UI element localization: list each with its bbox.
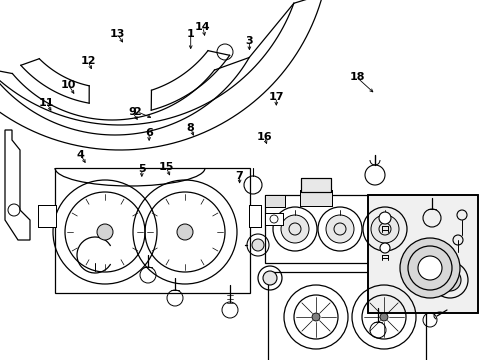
Circle shape xyxy=(378,212,390,224)
Bar xyxy=(38,205,56,227)
Circle shape xyxy=(263,271,276,285)
Polygon shape xyxy=(5,130,30,240)
Text: 17: 17 xyxy=(268,92,284,102)
Text: 5: 5 xyxy=(138,164,145,174)
Bar xyxy=(55,168,249,293)
Text: 3: 3 xyxy=(245,36,253,46)
Text: 14: 14 xyxy=(195,22,210,32)
Text: 12: 12 xyxy=(80,56,96,66)
Bar xyxy=(299,190,331,206)
Bar xyxy=(301,178,330,192)
Text: 1: 1 xyxy=(186,29,194,39)
Circle shape xyxy=(311,313,319,321)
Bar xyxy=(264,195,285,207)
Text: 10: 10 xyxy=(61,80,76,90)
Bar xyxy=(367,195,477,313)
Text: 9: 9 xyxy=(128,107,136,117)
Bar xyxy=(264,195,419,263)
Text: 18: 18 xyxy=(348,72,364,82)
Circle shape xyxy=(281,215,308,243)
Text: 6: 6 xyxy=(145,128,153,138)
Circle shape xyxy=(417,256,441,280)
Circle shape xyxy=(438,269,460,291)
Bar xyxy=(248,205,261,227)
Text: 4: 4 xyxy=(77,150,84,160)
Bar xyxy=(267,272,425,360)
Bar xyxy=(38,205,56,227)
Text: 7: 7 xyxy=(235,171,243,181)
Circle shape xyxy=(251,239,264,251)
Circle shape xyxy=(325,215,353,243)
Bar xyxy=(367,195,477,313)
Circle shape xyxy=(97,224,113,240)
Circle shape xyxy=(370,215,398,243)
Bar xyxy=(248,205,261,227)
Bar xyxy=(264,195,285,207)
Circle shape xyxy=(444,275,454,285)
Circle shape xyxy=(379,313,387,321)
Circle shape xyxy=(177,224,193,240)
Text: 16: 16 xyxy=(256,132,271,142)
Bar xyxy=(299,190,331,206)
Bar xyxy=(264,213,283,225)
Text: 11: 11 xyxy=(39,98,54,108)
Circle shape xyxy=(399,238,459,298)
Text: 13: 13 xyxy=(109,29,125,39)
Bar xyxy=(264,213,283,225)
Bar xyxy=(301,178,330,192)
Text: 15: 15 xyxy=(158,162,174,172)
Text: 2: 2 xyxy=(133,107,141,117)
Text: 8: 8 xyxy=(186,123,194,133)
Circle shape xyxy=(379,243,389,253)
